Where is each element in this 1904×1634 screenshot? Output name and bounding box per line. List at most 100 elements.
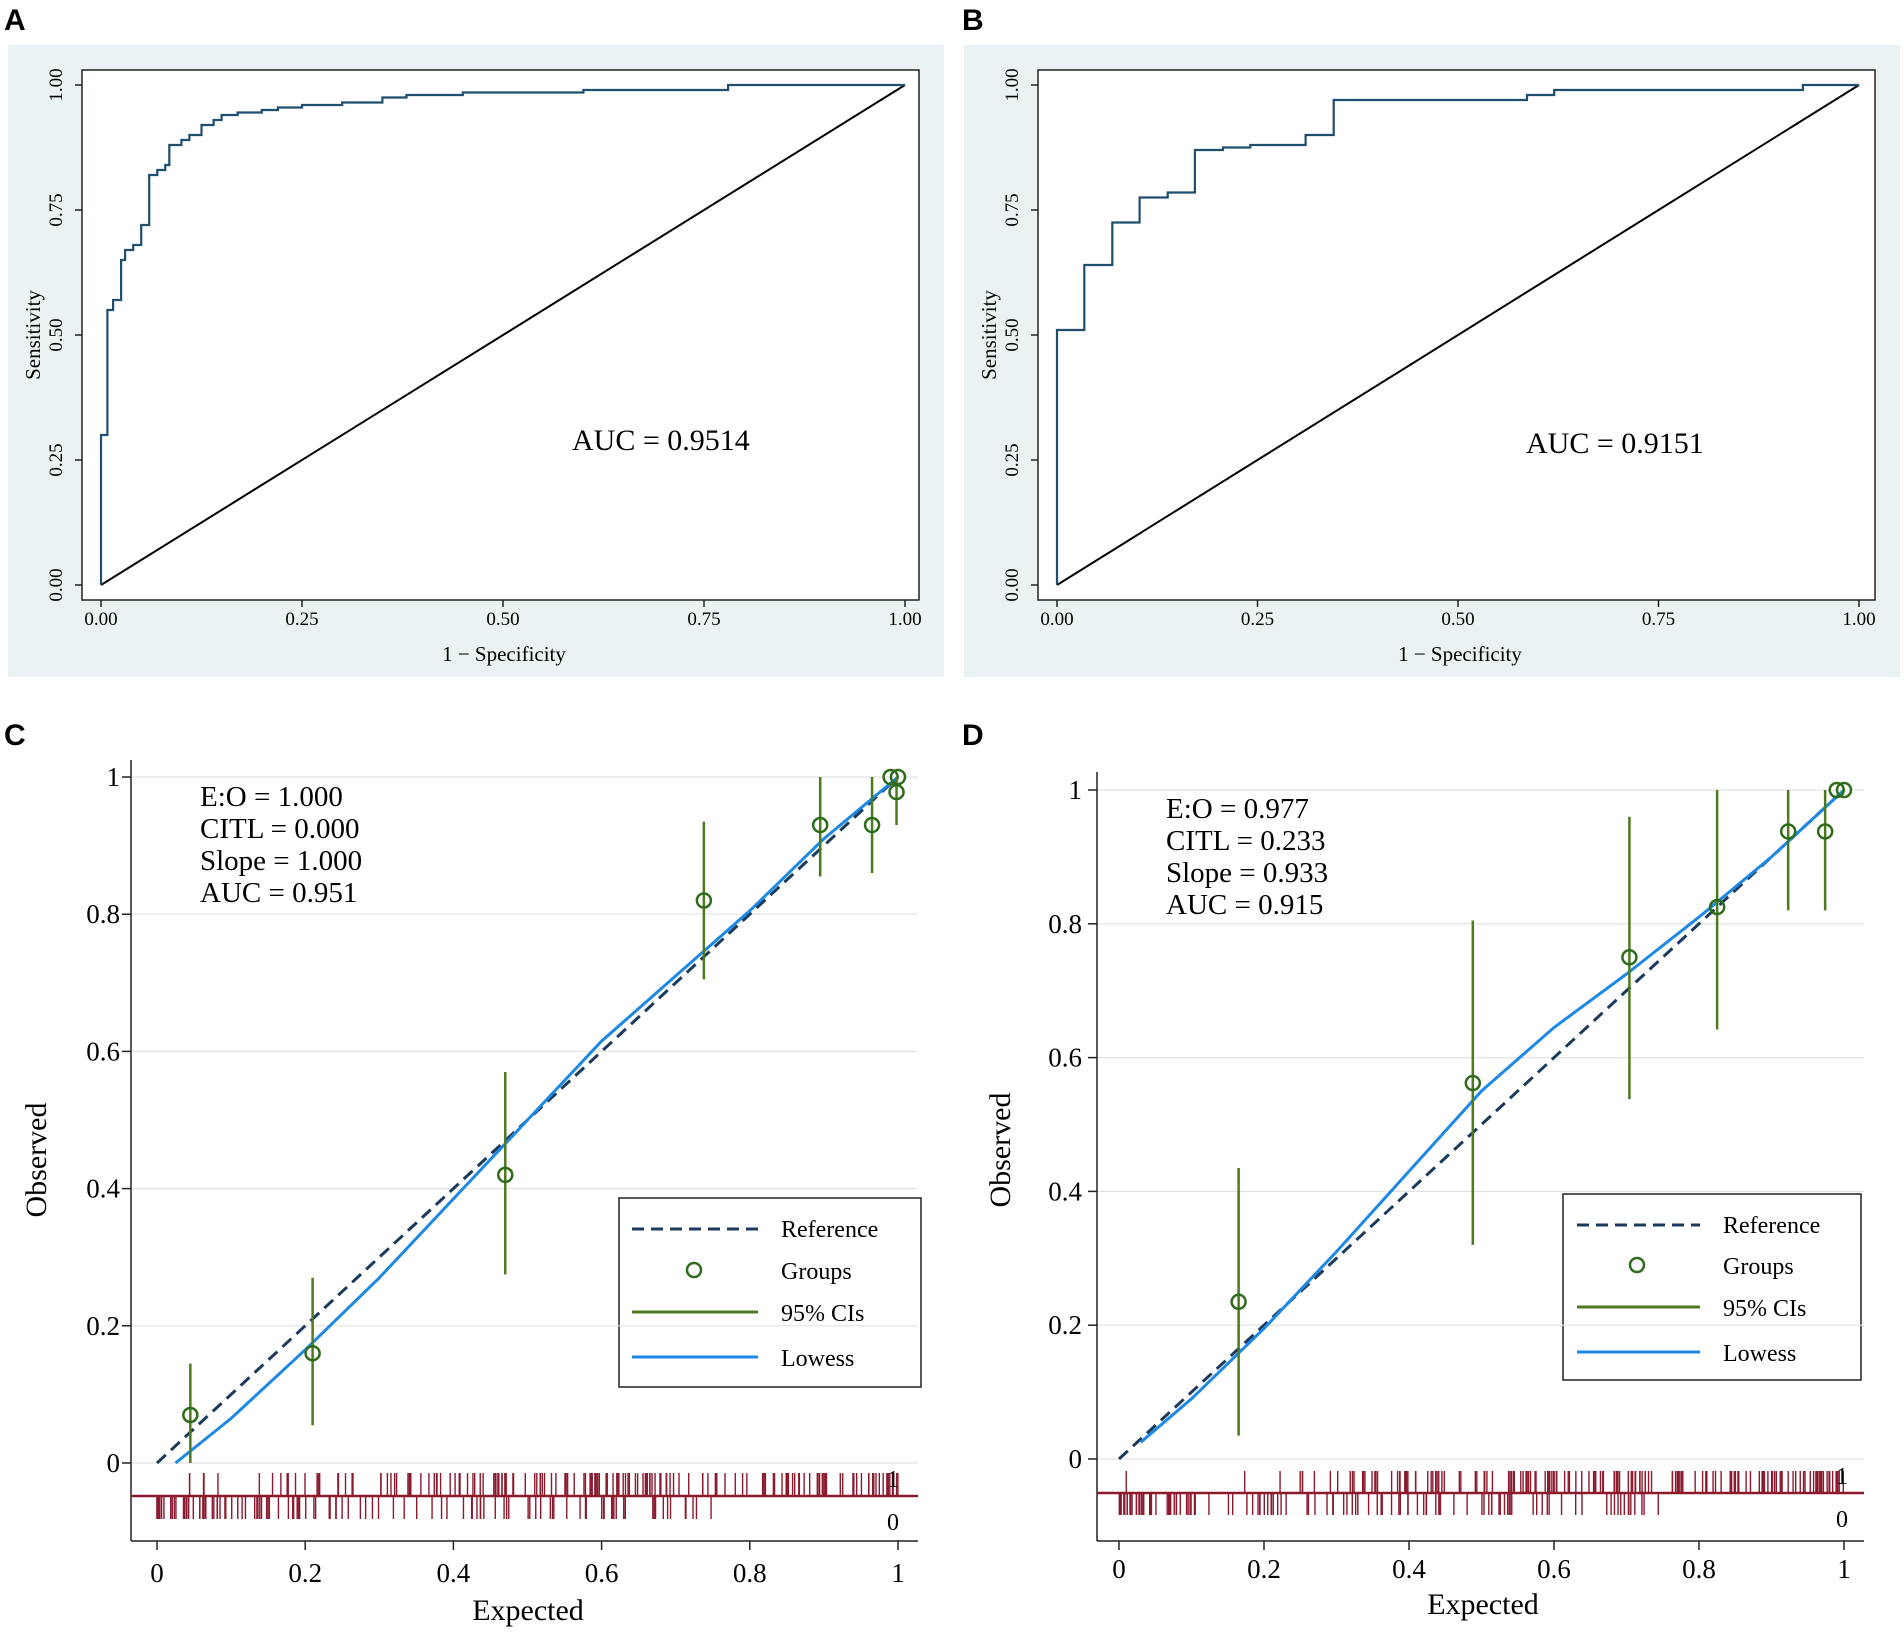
- panel-a-xlabel: 1 − Specificity: [442, 642, 566, 666]
- panel-c-xtick-label: 0: [150, 1558, 164, 1588]
- panel-a-xtick-label: 1.00: [888, 609, 921, 630]
- panel-a-auc-annotation: AUC = 0.9514: [572, 424, 750, 457]
- panel-d-ytick-label: 0: [1069, 1444, 1083, 1474]
- panel-b-letter: B: [962, 4, 984, 37]
- panel-b-roc-marks: 0.00 0.25 0.50 0.75 1.00 0.00 0.25 0.50 0.75 1.00: [1002, 68, 1876, 630]
- panel-d-xlabel: Expected: [1427, 1588, 1539, 1621]
- panel-d-xtick-label: 0.4: [1392, 1554, 1426, 1584]
- panel-c-group-point: [863, 816, 881, 834]
- panel-d-stats: E:O = 0.977 CITL = 0.233 Slope = 0.933 A…: [1166, 793, 1328, 921]
- panel-c-xlabel: Expected: [472, 1594, 584, 1627]
- panel-c-lowess-curve: [174, 775, 899, 1465]
- panel-a-ytick-label: 0.50: [46, 318, 67, 351]
- panel-b-xtick-label: 0.00: [1040, 609, 1073, 630]
- panel-b-xtick-label: 0.50: [1441, 609, 1474, 630]
- panel-a-ytick-label: 0.75: [46, 193, 67, 226]
- panel-b-xtick-label: 0.75: [1642, 609, 1675, 630]
- panel-c-ylabel: Observed: [20, 1103, 53, 1218]
- panel-c-ytick-label: 0.4: [86, 1174, 120, 1204]
- panel-d-group-point: [1708, 898, 1726, 916]
- panel-b-xlabel: 1 − Specificity: [1398, 642, 1522, 666]
- panel-c-ytick-label: 0.6: [86, 1036, 120, 1066]
- panel-c-ytick-label: 0.2: [86, 1311, 120, 1341]
- panel-b-xtick-label: 0.25: [1241, 609, 1274, 630]
- panel-c-letter: C: [4, 719, 26, 752]
- panel-d-group-point: [1816, 823, 1834, 840]
- panel-c-xtick-label: 0.8: [733, 1558, 767, 1588]
- panel-d: D Expected Observed E:O = 0.977 CITL = 0…: [962, 719, 1862, 1621]
- panel-d-ytick-label: 1: [1069, 775, 1083, 805]
- panel-d-letter: D: [962, 719, 984, 752]
- panel-a-roc-curve: [99, 83, 905, 585]
- panel-d-group-point: [1464, 1074, 1482, 1092]
- panel-c-rug-nonevents-label: 0: [887, 1510, 899, 1536]
- panel-a-ytick-label: 1.00: [46, 68, 67, 101]
- panel-a-ytick-label: 0.00: [46, 568, 67, 601]
- panel-c-group-point: [889, 768, 907, 786]
- panel-d-stat-citl: CITL = 0.233: [1166, 825, 1325, 857]
- panel-b-ytick-label: 0.50: [1002, 318, 1023, 351]
- panel-d-group-point: [1621, 949, 1638, 966]
- panel-a-reference-line: [100, 84, 906, 586]
- panel-c-group-point: [497, 1166, 514, 1184]
- panel-c-stat-auc: AUC = 0.951: [200, 877, 357, 909]
- panel-c-group-point: [811, 816, 829, 834]
- panel-a-ytick-label: 0.25: [46, 443, 67, 476]
- panel-a-plot-area: [81, 69, 920, 601]
- panel-c: C Expected Observed E:O = 1.000 CITL = 0…: [4, 719, 922, 1627]
- panel-d-legend-groups-swatch: [1628, 1256, 1646, 1274]
- panel-a-xtick-label: 0.50: [486, 609, 519, 630]
- panel-c-xtick-label: 0.6: [585, 1558, 619, 1588]
- panel-c-legend: Reference Groups 95% CIs Lowess: [618, 1197, 922, 1388]
- panel-d-legend-groups: Groups: [1723, 1254, 1794, 1280]
- panel-a-letter: A: [4, 4, 26, 37]
- panel-d-group-point: [1828, 781, 1845, 799]
- panel-d-stat-slope: Slope = 0.933: [1166, 857, 1328, 889]
- panel-c-xtick-label: 1: [891, 1558, 905, 1588]
- panel-b-xtick-label: 1.00: [1842, 609, 1875, 630]
- panel-b-ytick-label: 0.25: [1002, 443, 1023, 476]
- panel-d-legend: Reference Groups 95% CIs Lowess: [1562, 1193, 1862, 1381]
- panel-c-xtick-label: 0.4: [437, 1558, 471, 1588]
- panel-c-rug: 10: [131, 1467, 918, 1536]
- panel-d-rug-events-label: 1: [1836, 1464, 1848, 1490]
- panel-d-xtick-label: 0.8: [1682, 1554, 1716, 1584]
- panel-b: B AUC = 0.9151 1 − Specificity Sensitivi…: [962, 4, 1900, 677]
- panel-b-auc-annotation: AUC = 0.9151: [1526, 427, 1704, 460]
- panel-d-legend-lowess: Lowess: [1723, 1341, 1796, 1367]
- panel-c-legend-reference: Reference: [781, 1217, 878, 1243]
- panel-c-legend-groups: Groups: [781, 1259, 852, 1285]
- panel-c-stat-citl: CITL = 0.000: [200, 813, 359, 845]
- panel-c-legend-ci: 95% CIs: [781, 1301, 864, 1327]
- panel-a: A AUC = 0.9514 1 − Specificity Sensitivi…: [4, 4, 944, 677]
- panel-c-legend-lowess: Lowess: [781, 1346, 854, 1372]
- panel-b-ylabel: Sensitivity: [977, 290, 1001, 380]
- panel-c-ytick-label: 0: [107, 1448, 121, 1478]
- panel-d-ytick-label: 0.8: [1048, 909, 1082, 939]
- panel-b-ytick-label: 1.00: [1002, 68, 1023, 101]
- panel-a-xtick-label: 0.00: [84, 609, 117, 630]
- panel-c-rug-events-label: 1: [887, 1467, 899, 1493]
- panel-a-roc-marks: 0.00 0.25 0.50 0.75 1.00 0.00 0.25 0.50 0.75 1.00: [46, 68, 922, 630]
- panel-d-xtick-label: 0.2: [1247, 1554, 1281, 1584]
- panel-d-rug: 10: [1097, 1464, 1864, 1533]
- panel-d-group-point: [1835, 781, 1853, 799]
- panel-d-ytick-label: 0.2: [1048, 1310, 1082, 1340]
- panel-b-ytick-label: 0.00: [1002, 568, 1023, 601]
- panel-b-ytick-label: 0.75: [1002, 193, 1023, 226]
- panel-b-roc-curve: [1055, 83, 1859, 585]
- panel-d-ytick-label: 0.4: [1048, 1176, 1082, 1206]
- panel-d-xtick-label: 0: [1112, 1554, 1126, 1584]
- panel-c-stat-eo: E:O = 1.000: [200, 781, 343, 813]
- panel-b-reference-line: [1056, 84, 1860, 586]
- panel-d-legend-ci: 95% CIs: [1723, 1296, 1806, 1322]
- panel-a-ylabel: Sensitivity: [21, 290, 45, 380]
- panel-d-legend-box: [1562, 1193, 1862, 1381]
- panel-d-ytick-label: 0.6: [1048, 1043, 1082, 1073]
- panel-c-legend-groups-swatch: [685, 1261, 703, 1279]
- panel-d-legend-reference: Reference: [1723, 1213, 1820, 1239]
- panel-c-group-point: [695, 892, 713, 909]
